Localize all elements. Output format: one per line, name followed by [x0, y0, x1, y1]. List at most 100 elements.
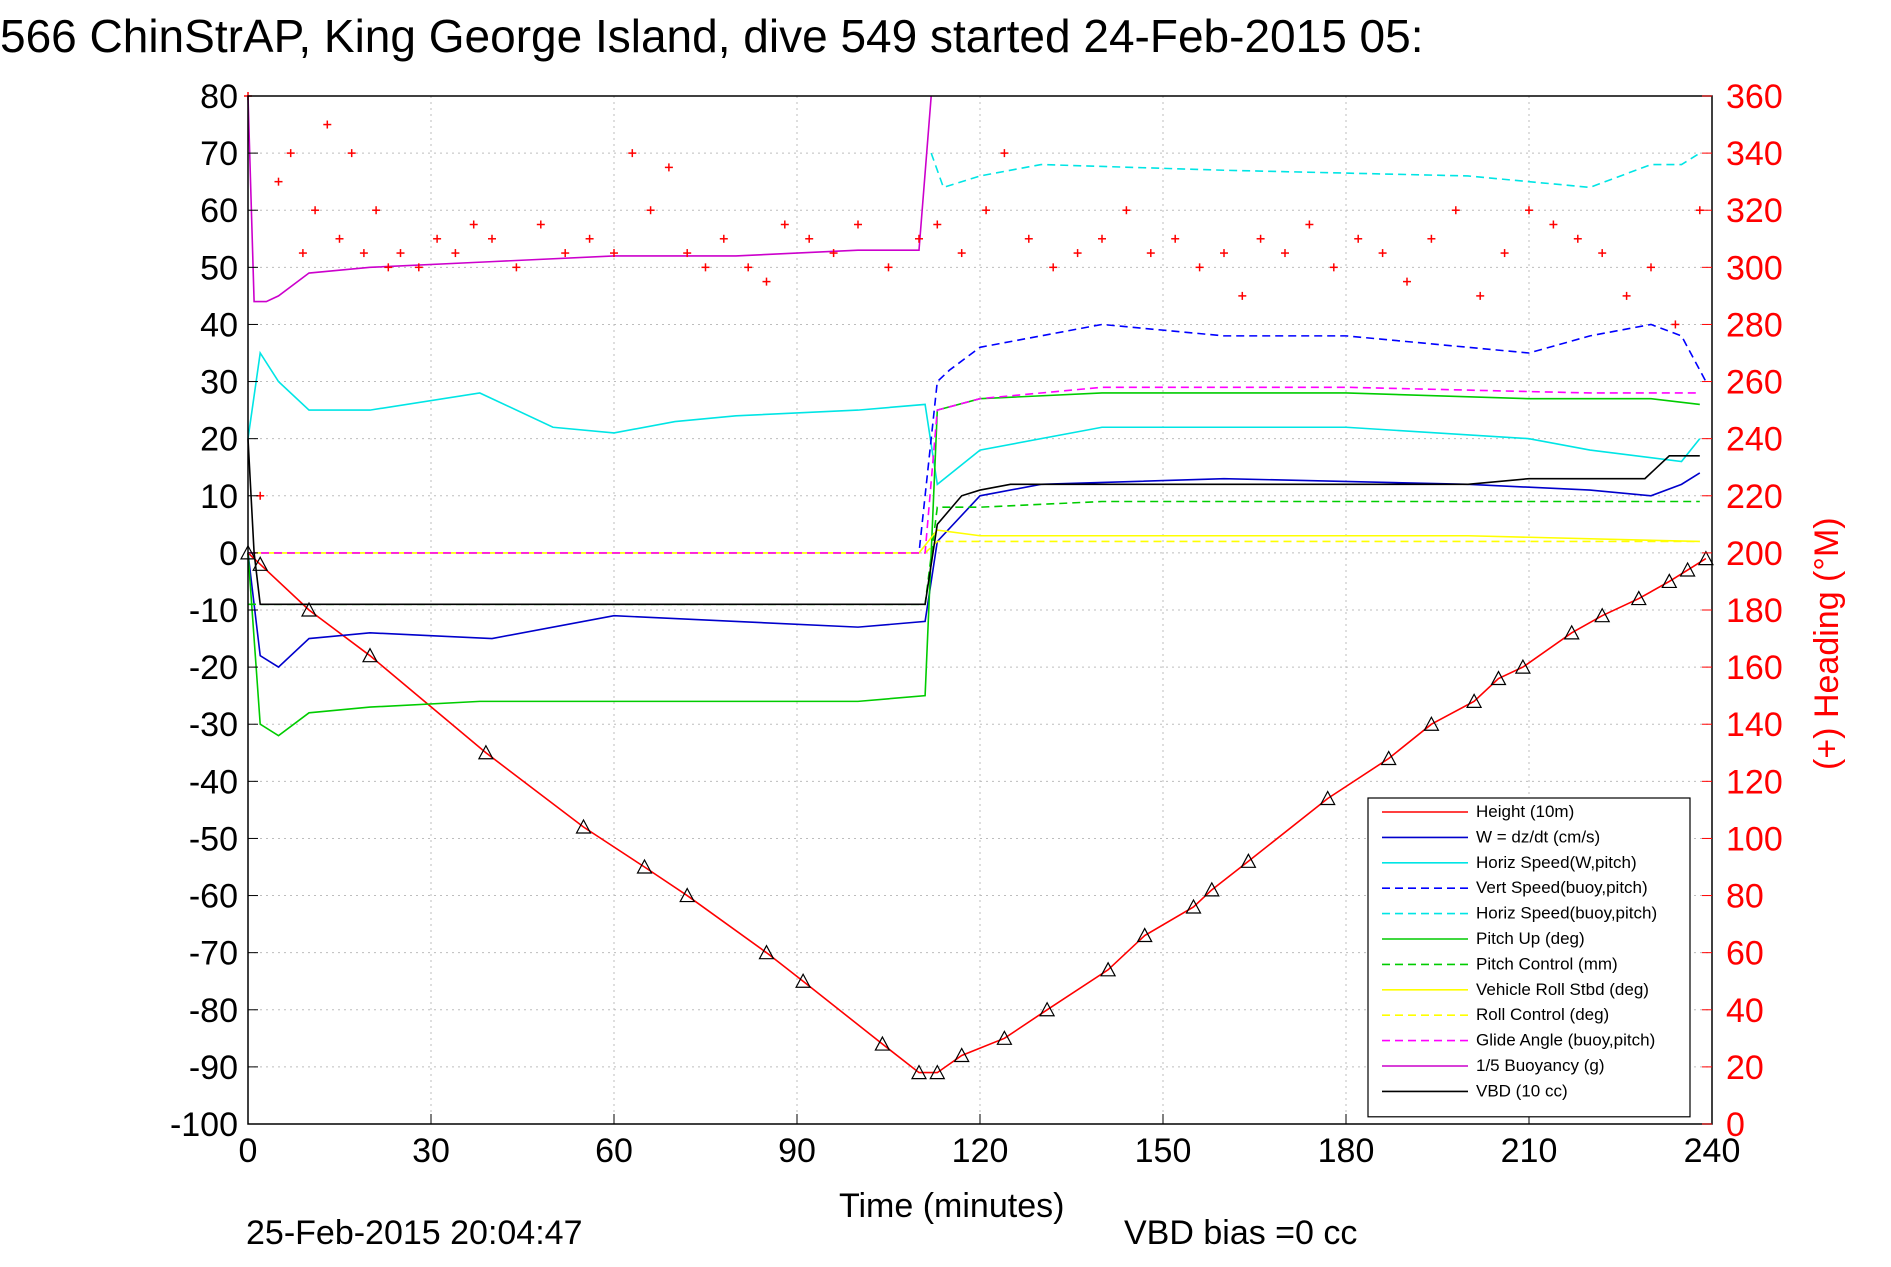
heading-marker [1476, 291, 1485, 300]
y-tick-label: -20 [189, 649, 238, 687]
height-point-marker [1380, 750, 1397, 766]
height-point-marker [1423, 715, 1440, 731]
series-layer [239, 92, 1714, 1080]
height-point-marker [953, 1047, 970, 1063]
heading-marker [1671, 320, 1680, 329]
heading-marker [1549, 220, 1558, 229]
height-point-marker [929, 1064, 946, 1080]
heading-marker [414, 263, 423, 272]
series-line-4 [930, 152, 1701, 189]
y2-tick-label: 300 [1726, 249, 1783, 287]
heading-marker [1256, 234, 1265, 243]
heading-marker [933, 220, 942, 229]
height-point-marker [1514, 658, 1531, 674]
legend-entry-label: VBD (10 cc) [1476, 1081, 1568, 1100]
y-tick-label: 80 [200, 78, 238, 116]
x-tick-label: 240 [1684, 1132, 1741, 1170]
y-tick-label: 10 [200, 478, 238, 516]
y-tick-label: -60 [189, 878, 238, 916]
x-tick-label: 180 [1318, 1132, 1375, 1170]
legend-entry-label: Roll Control (deg) [1476, 1005, 1609, 1024]
height-point-marker [1594, 607, 1611, 623]
heading-marker [323, 120, 332, 129]
series-line-9 [248, 386, 1700, 554]
heading-marker [298, 249, 307, 258]
y-tick-label: -100 [170, 1106, 238, 1144]
height-point-marker [1203, 881, 1220, 897]
legend-entry-label: Glide Angle (buoy,pitch) [1476, 1031, 1655, 1050]
heading-marker [646, 206, 655, 215]
x-tick-label: 60 [595, 1132, 633, 1170]
height-point-marker [252, 556, 269, 571]
heading-marker [719, 234, 728, 243]
heading-marker [384, 263, 393, 272]
y2-tick-label: 140 [1726, 706, 1783, 744]
heading-marker [854, 220, 862, 229]
x-axis-label: Time (minutes) [839, 1187, 1064, 1225]
y2-axis-label: (+) Heading (°M) [1808, 517, 1846, 770]
heading-marker [311, 206, 320, 215]
heading-marker [744, 263, 753, 272]
heading-marker [1220, 249, 1228, 258]
y-tick-label: 40 [200, 306, 238, 344]
heading-marker [585, 234, 594, 243]
height-point-marker [874, 1035, 891, 1051]
heading-marker [1195, 263, 1204, 272]
y2-tick-label: 100 [1726, 820, 1783, 858]
y-tick-label: 60 [200, 192, 238, 230]
y-tick-label: 20 [200, 421, 238, 459]
height-point-marker [300, 601, 318, 617]
heading-marker [1525, 206, 1533, 215]
height-point-marker [795, 972, 812, 988]
heading-marker [1305, 220, 1314, 229]
heading-marker [1098, 234, 1106, 243]
height-point-marker [1039, 1001, 1056, 1017]
y-tick-label: 0 [219, 535, 238, 573]
height-point-marker [1490, 670, 1507, 686]
height-point-marker [575, 818, 592, 834]
legend-entry-label: W = dz/dt (cm/s) [1476, 827, 1600, 846]
heading-marker [884, 263, 893, 272]
y-tick-label: -80 [189, 992, 238, 1030]
heading-marker [1122, 206, 1131, 215]
height-point-marker [477, 744, 494, 760]
height-point-marker [910, 1064, 928, 1080]
y2-tick-label: 260 [1726, 364, 1783, 402]
heading-marker [561, 249, 570, 258]
heading-marker [628, 149, 637, 158]
y2-tick-label: 180 [1726, 592, 1783, 630]
heading-marker [982, 206, 991, 215]
y2-tick-label: 40 [1726, 992, 1764, 1030]
y-tick-label: -70 [189, 935, 238, 973]
legend-entry-label: Vehicle Roll Stbd (deg) [1476, 980, 1649, 999]
heading-marker [451, 249, 460, 258]
y-tick-label: -50 [189, 820, 238, 858]
series-line-10 [247, 95, 932, 303]
height-point-marker [1661, 573, 1678, 589]
heading-marker [683, 249, 692, 258]
heading-marker [1329, 263, 1338, 272]
heading-marker [1354, 234, 1363, 243]
y2-tick-label: 0 [1726, 1106, 1745, 1144]
heading-marker [1598, 249, 1607, 258]
y2-tick-label: 160 [1726, 649, 1783, 687]
heading-marker [610, 249, 618, 258]
y2-tick-label: 360 [1726, 78, 1783, 116]
legend-entry-label: Horiz Speed(buoy,pitch) [1476, 904, 1657, 923]
heading-marker [372, 206, 381, 215]
legend-box [1367, 797, 1691, 1118]
legend-entry-label: 1/5 Buoyancy (g) [1476, 1056, 1605, 1075]
height-point-marker [636, 858, 653, 874]
heading-marker [1647, 263, 1655, 272]
y2-tick-label: 200 [1726, 535, 1783, 573]
series-line-3 [248, 323, 1707, 554]
y2-tick-label: 340 [1726, 135, 1783, 173]
footer-vbd-bias: VBD bias =0 cc [1124, 1214, 1357, 1252]
x-tick-label: 120 [952, 1132, 1009, 1170]
heading-marker [359, 249, 368, 258]
y2-tick-label: 20 [1726, 1049, 1764, 1087]
y2-tick-label: 60 [1726, 935, 1764, 973]
legend-entry-label: Horiz Speed(W,pitch) [1476, 853, 1637, 872]
y2-tick-label: 320 [1726, 192, 1783, 230]
